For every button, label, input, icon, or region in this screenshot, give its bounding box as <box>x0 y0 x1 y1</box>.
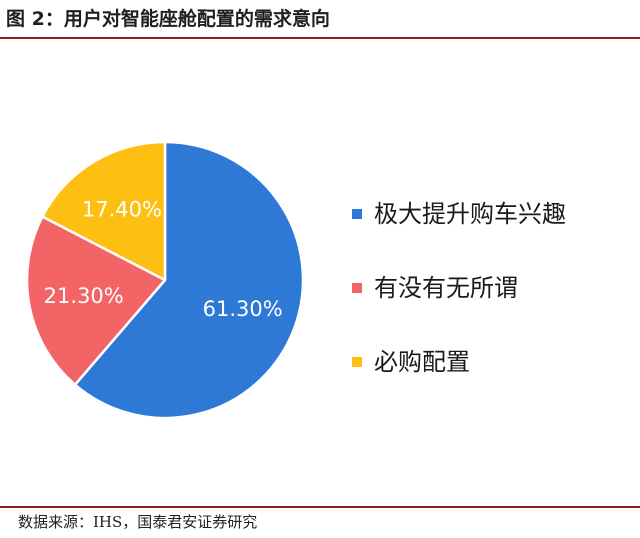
legend-label-1: 极大提升购车兴趣 <box>374 200 566 228</box>
legend-label-2: 有没有无所谓 <box>374 274 518 302</box>
pie-slice-3 <box>41 140 167 282</box>
title-divider <box>0 37 640 39</box>
legend-swatch-1 <box>352 209 362 219</box>
figure-title: 图 2：用户对智能座舱配置的需求意向 <box>6 8 330 30</box>
pie-slices <box>25 140 305 420</box>
legend-label-3: 必购配置 <box>374 348 470 376</box>
footer-divider <box>0 506 640 508</box>
pie-slice-1 <box>73 140 305 420</box>
slice-value-label-3: 17.40% <box>82 197 162 221</box>
slice-labels: 61.30% 21.30% 17.40% <box>44 197 283 321</box>
slice-value-label-1: 61.30% <box>203 297 283 321</box>
slice-value-label-2: 21.30% <box>44 284 124 308</box>
legend-swatch-3 <box>352 357 362 367</box>
source-note: 数据来源：IHS，国泰君安证券研究 <box>18 513 258 531</box>
legend-swatch-2 <box>352 283 362 293</box>
pie-slice-2 <box>25 215 167 386</box>
